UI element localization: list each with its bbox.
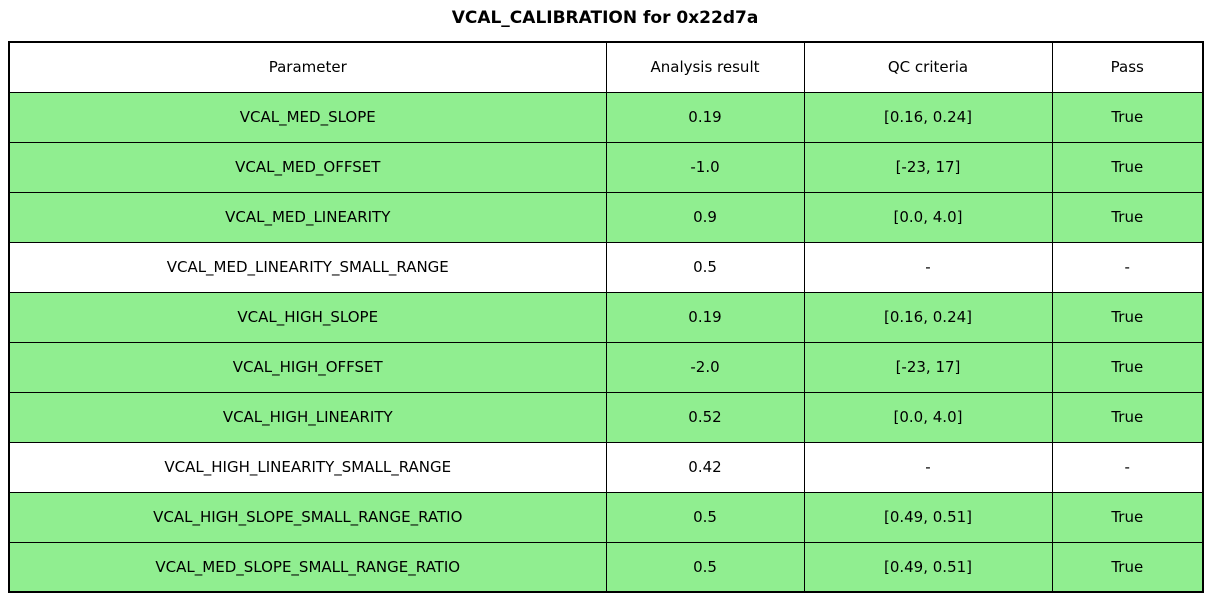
header-row: Parameter Analysis result QC criteria Pa… [8,41,1204,93]
table-row: VCAL_MED_LINEARITY_SMALL_RANGE 0.5- - [8,241,1204,293]
table-row: VCAL_HIGH_LINEARITY 0.52 [0.0, 4.0] True [8,391,1204,443]
qc-criteria-cell: [0.0, 4.0] [803,391,1053,443]
qc-criteria-cell: [0.0, 4.0] [803,191,1053,243]
parameter-cell: VCAL_MED_LINEARITY_SMALL_RANGE [8,241,607,293]
table-row: VCAL_HIGH_SLOPE 0.19 [0.16, 0.24] True [8,291,1204,343]
pass-cell: True [1051,191,1204,243]
column-header-qc-criteria: QC criteria [803,41,1053,93]
analysis-result-cell: -1.0 [605,141,805,193]
pass-cell: - [1051,441,1204,493]
qc-table-body: VCAL_MED_SLOPE 0.19 [0.16, 0.24] True VCAL_M… [8,91,1204,593]
pass-cell: True [1051,91,1204,143]
analysis-result-cell: -2.0 [605,341,805,393]
qc-criteria-cell: - [803,241,1053,293]
column-header-analysis-result: Analysis result [605,41,805,93]
analysis-result-cell: 0.19 [605,91,805,143]
analysis-result-cell: 0.19 [605,291,805,343]
parameter-cell: VCAL_HIGH_LINEARITY [8,391,607,443]
parameter-cell: VCAL_MED_SLOPE_SMALL_RANGE_RATIO [8,541,607,593]
pass-cell: True [1051,141,1204,193]
qc-criteria-cell: - [803,441,1053,493]
parameter-cell: VCAL_MED_SLOPE [8,91,607,143]
pass-cell: True [1051,541,1204,593]
parameter-cell: VCAL_HIGH_SLOPE_SMALL_RANGE_RATIO [8,491,607,543]
column-header-pass: Pass [1051,41,1204,93]
pass-cell: True [1051,491,1204,543]
parameter-cell: VCAL_HIGH_LINEARITY_SMALL_RANGE [8,441,607,493]
qc-report-figure: VCAL_CALIBRATION for 0x22d7a Parameter A… [0,6,1210,593]
table-row: VCAL_HIGH_OFFSET -2.0 [-23, 17] True [8,341,1204,393]
table-row: VCAL_HIGH_SLOPE_SMALL_RANGE_RATIO 0.5 [0.4… [8,491,1204,543]
analysis-result-cell: 0.52 [605,391,805,443]
parameter-cell: VCAL_HIGH_SLOPE [8,291,607,343]
parameter-cell: VCAL_MED_OFFSET [8,141,607,193]
pass-cell: True [1051,391,1204,443]
qc-criteria-cell: [-23, 17] [803,141,1053,193]
qc-criteria-cell: [0.49, 0.51] [803,541,1053,593]
analysis-result-cell: 0.5 [605,241,805,293]
table-row: VCAL_MED_SLOPE_SMALL_RANGE_RATIO 0.5 [0.49… [8,541,1204,593]
analysis-result-cell: 0.9 [605,191,805,243]
pass-cell: - [1051,241,1204,293]
table-row: VCAL_HIGH_LINEARITY_SMALL_RANGE 0.42- - [8,441,1204,493]
parameter-cell: VCAL_HIGH_OFFSET [8,341,607,393]
qc-criteria-cell: [-23, 17] [803,341,1053,393]
analysis-result-cell: 0.42 [605,441,805,493]
table-row: VCAL_MED_OFFSET -1.0 [-23, 17] True [8,141,1204,193]
figure-title: VCAL_CALIBRATION for 0x22d7a [451,8,759,28]
analysis-result-cell: 0.5 [605,541,805,593]
qc-criteria-cell: [0.49, 0.51] [803,491,1053,543]
parameter-cell: VCAL_MED_LINEARITY [8,191,607,243]
analysis-result-cell: 0.5 [605,491,805,543]
qc-criteria-cell: [0.16, 0.24] [803,291,1053,343]
table-row: VCAL_MED_LINEARITY 0.9 [0.0, 4.0] True [8,191,1204,243]
qc-criteria-cell: [0.16, 0.24] [803,91,1053,143]
pass-cell: True [1051,291,1204,343]
column-header-parameter: Parameter [8,41,607,93]
qc-table: Parameter Analysis result QC criteria Pa… [8,41,1204,593]
pass-cell: True [1051,341,1204,393]
table-row: VCAL_MED_SLOPE 0.19 [0.16, 0.24] True [8,91,1204,143]
